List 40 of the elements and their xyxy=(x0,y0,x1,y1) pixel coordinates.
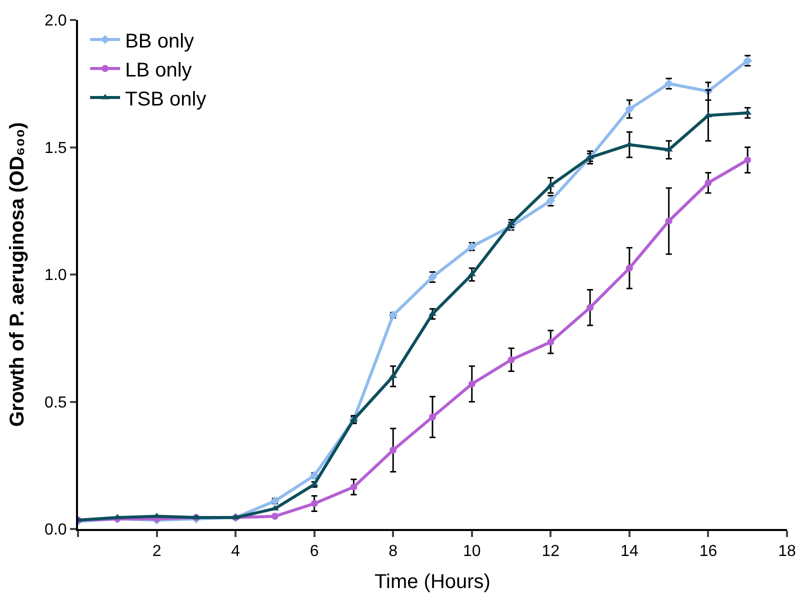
x-tick-label: 10 xyxy=(462,543,481,560)
y-tick-label: 2.0 xyxy=(44,12,67,30)
legend-label: TSB only xyxy=(125,88,206,110)
x-tick-label: 12 xyxy=(542,543,560,560)
point xyxy=(350,484,358,491)
point xyxy=(547,338,554,346)
x-axis-title: Time (Hours) xyxy=(374,571,490,594)
x-tick-label: 6 xyxy=(310,543,319,560)
point xyxy=(704,179,712,186)
y-axis-title: Growth of P. aeruginosa (OD₆₀₀) xyxy=(6,122,29,427)
x-tick-label: 16 xyxy=(699,543,718,560)
point xyxy=(744,109,752,115)
x-tick-label: 18 xyxy=(778,543,796,560)
point xyxy=(271,512,278,520)
point xyxy=(310,500,318,508)
y-tick-label: 1.5 xyxy=(44,140,67,157)
point xyxy=(586,154,594,160)
y-tick-label: 1.0 xyxy=(44,267,67,284)
point xyxy=(546,182,555,188)
legend-label: BB only xyxy=(125,30,194,52)
point xyxy=(586,304,594,312)
legend-label: LB only xyxy=(125,59,192,82)
x-tick-label: 2 xyxy=(152,543,162,560)
x-tick-label: 8 xyxy=(388,543,398,560)
point xyxy=(664,146,673,152)
point xyxy=(389,372,398,378)
y-tick-label: 0.5 xyxy=(44,394,67,412)
point xyxy=(390,446,397,454)
point xyxy=(626,264,633,272)
point xyxy=(429,414,436,421)
point xyxy=(665,218,672,225)
x-tick-label: 14 xyxy=(620,543,638,560)
y-tick-label: 0.0 xyxy=(44,522,67,539)
point xyxy=(624,104,634,114)
point xyxy=(152,512,161,518)
point xyxy=(468,380,476,388)
point xyxy=(704,112,712,118)
x-tick-label: 4 xyxy=(231,543,240,560)
point xyxy=(744,156,752,164)
point xyxy=(508,356,515,364)
